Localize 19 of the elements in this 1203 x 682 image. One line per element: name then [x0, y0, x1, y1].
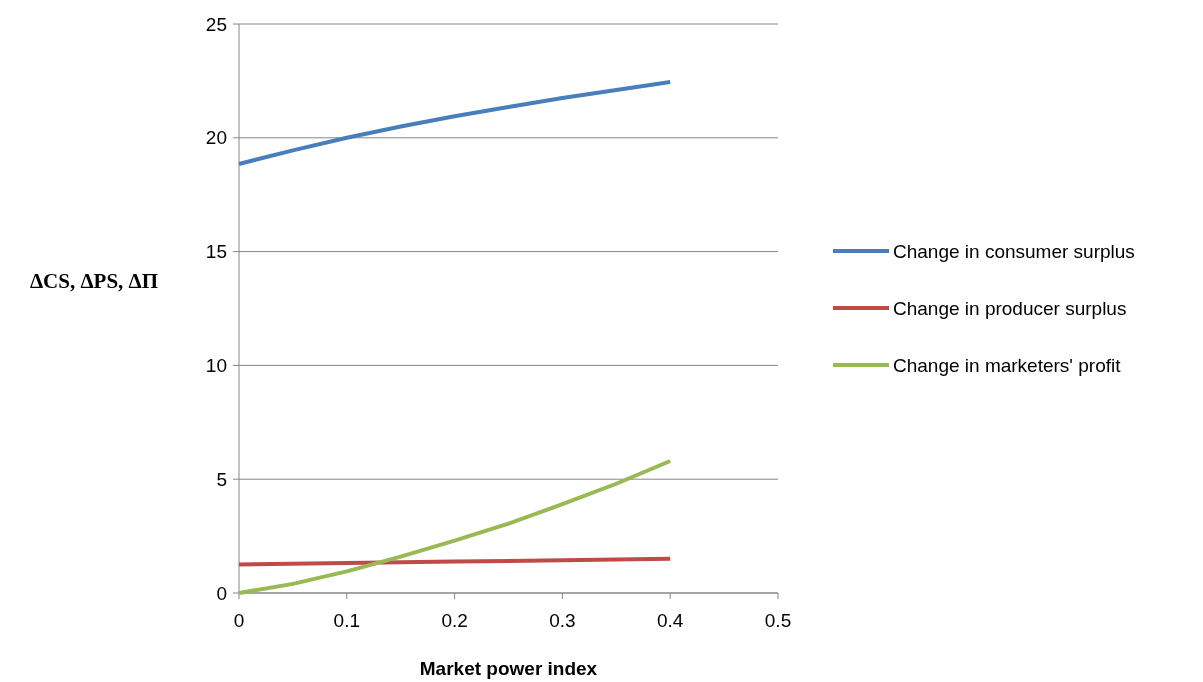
line-series	[237, 80, 673, 166]
x-tick-label: 0.2	[441, 610, 468, 631]
y-tick-label: 10	[205, 355, 227, 377]
y-tick-label: 5	[216, 468, 227, 490]
line-series	[237, 458, 673, 595]
legend-label: Change in consumer surplus	[893, 240, 1135, 262]
legend-label: Change in marketers' profit	[893, 354, 1122, 376]
x-tick-label: 0.5	[764, 610, 792, 631]
x-axis-title: Market power index	[419, 658, 598, 679]
y-tick-label: 0	[216, 582, 227, 604]
y-tick-label: 25	[205, 13, 227, 35]
x-tick-label: 0.1	[333, 610, 361, 631]
x-tick-label: 0.3	[549, 610, 576, 631]
y-axis-title: ΔCS, ΔPS, ΔΠ	[29, 269, 159, 293]
legend-label: Change in producer surplus	[893, 297, 1127, 319]
y-tick-label: 20	[205, 127, 227, 149]
y-tick-label: 15	[205, 241, 227, 263]
x-tick-label: 0.4	[656, 610, 684, 631]
x-tick-label: 0	[233, 610, 245, 631]
